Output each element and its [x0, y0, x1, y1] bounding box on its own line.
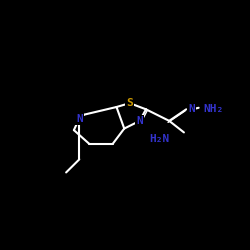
Text: N: N	[136, 116, 143, 126]
Text: N: N	[188, 104, 195, 114]
Text: S: S	[126, 98, 133, 108]
Text: N: N	[76, 114, 83, 124]
Text: NH₂: NH₂	[203, 104, 224, 114]
Text: H₂N: H₂N	[150, 134, 170, 143]
